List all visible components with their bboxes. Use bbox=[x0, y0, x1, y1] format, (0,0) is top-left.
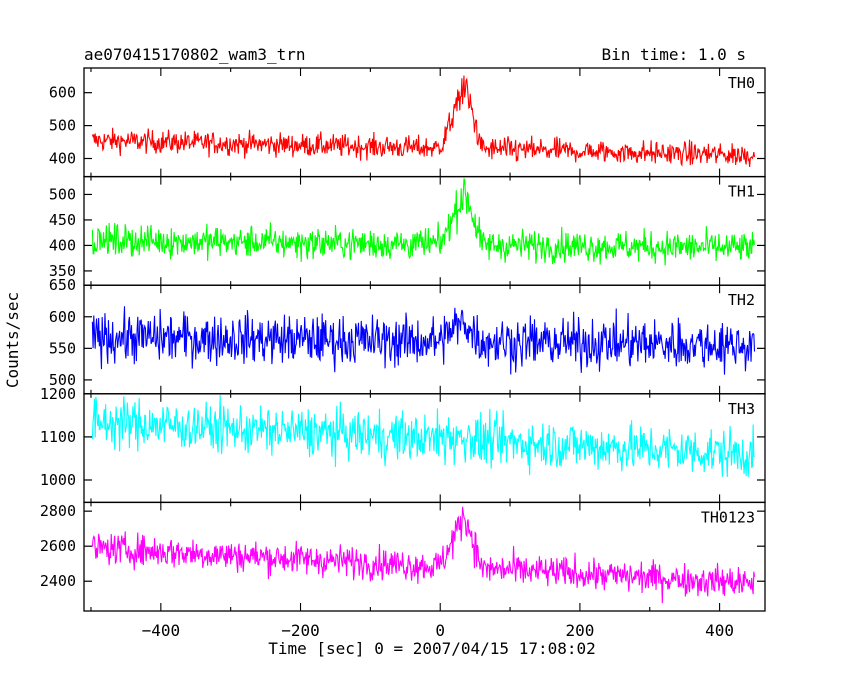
y-tick-label-th2: 650 bbox=[49, 276, 76, 294]
y-tick-label-th2: 500 bbox=[49, 371, 76, 389]
y-tick-label-th1: 450 bbox=[49, 211, 76, 229]
bin-time-label: Bin time: 1.0 s bbox=[602, 45, 747, 64]
chart-title: ae070415170802_wam3_trn bbox=[84, 45, 306, 64]
panel-label-th1: TH1 bbox=[728, 183, 755, 201]
y-tick-label-th2: 600 bbox=[49, 308, 76, 326]
panel-label-th2: TH2 bbox=[728, 291, 755, 309]
panel-label-th0: TH0 bbox=[728, 74, 755, 92]
series-th0123 bbox=[91, 506, 756, 604]
y-tick-label-th1: 500 bbox=[49, 185, 76, 203]
y-tick-label-th1: 400 bbox=[49, 236, 76, 254]
series-th2 bbox=[91, 306, 756, 375]
y-tick-label-th3: 1200 bbox=[40, 385, 76, 403]
y-tick-label-th0123: 2800 bbox=[40, 502, 76, 520]
x-axis: −400 −200 0 200 400 bbox=[142, 621, 734, 640]
x-tick-label: 200 bbox=[565, 621, 594, 640]
y-axis-label: Counts/sec bbox=[3, 292, 22, 388]
x-tick-label: −400 bbox=[142, 621, 181, 640]
series-th3 bbox=[91, 395, 755, 478]
y-tick-label-th1: 350 bbox=[49, 262, 76, 280]
y-tick-label-th0: 400 bbox=[49, 150, 76, 168]
panels-group: TH0 400 500 600 TH1 350 400 450 500 TH2 500 550 600 6… bbox=[40, 67, 766, 612]
panel-label-th0123: TH0123 bbox=[701, 508, 755, 526]
panel-frame-th0123 bbox=[83, 501, 766, 612]
panel-frame-th0 bbox=[83, 67, 766, 178]
y-tick-label-th0123: 2600 bbox=[40, 537, 76, 555]
y-tick-label-th0123: 2400 bbox=[40, 572, 76, 590]
x-tick-label: 400 bbox=[705, 621, 734, 640]
x-tick-label: −200 bbox=[281, 621, 320, 640]
panel-frame-th1 bbox=[83, 175, 766, 286]
y-tick-label-th2: 550 bbox=[49, 339, 76, 357]
y-tick-label-th3: 1000 bbox=[40, 471, 76, 489]
y-tick-label-th0: 600 bbox=[49, 84, 76, 102]
panel-label-th3: TH3 bbox=[728, 400, 755, 418]
series-th0 bbox=[91, 75, 756, 167]
x-tick-label: 0 bbox=[435, 621, 445, 640]
series-th1 bbox=[91, 178, 756, 266]
y-tick-label-th0: 500 bbox=[49, 117, 76, 135]
y-tick-label-th3: 1100 bbox=[40, 428, 76, 446]
x-axis-label: Time [sec] 0 = 2007/04/15 17:08:02 bbox=[268, 639, 596, 658]
